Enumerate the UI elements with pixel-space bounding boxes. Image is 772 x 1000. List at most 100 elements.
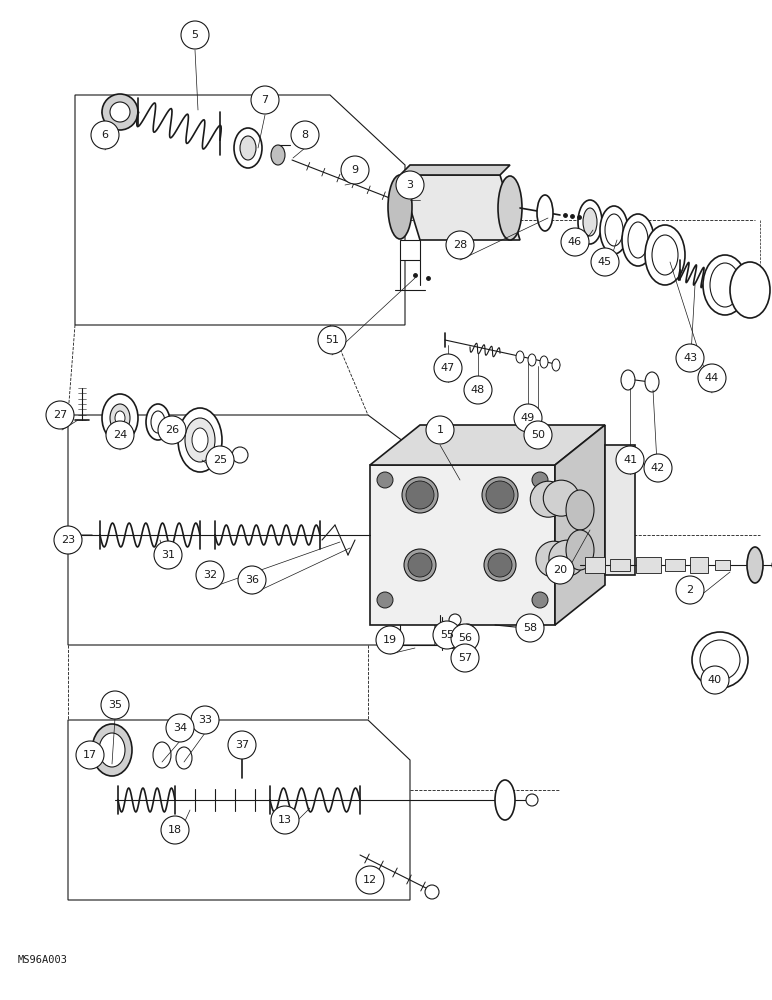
Ellipse shape: [151, 411, 165, 433]
Ellipse shape: [408, 553, 432, 577]
Ellipse shape: [464, 376, 492, 404]
Ellipse shape: [462, 624, 474, 636]
Ellipse shape: [552, 359, 560, 371]
Ellipse shape: [692, 632, 748, 688]
Ellipse shape: [377, 592, 393, 608]
Text: 17: 17: [83, 750, 97, 760]
Polygon shape: [68, 720, 410, 900]
Ellipse shape: [166, 714, 194, 742]
Ellipse shape: [106, 421, 134, 449]
Polygon shape: [585, 557, 605, 573]
Text: 6: 6: [101, 130, 109, 140]
Text: 33: 33: [198, 715, 212, 725]
Ellipse shape: [406, 481, 434, 509]
Ellipse shape: [645, 372, 659, 392]
Ellipse shape: [536, 541, 572, 577]
Ellipse shape: [591, 248, 619, 276]
Ellipse shape: [102, 94, 138, 130]
Ellipse shape: [514, 404, 542, 432]
Ellipse shape: [523, 618, 537, 638]
Ellipse shape: [146, 404, 170, 440]
Ellipse shape: [110, 404, 130, 432]
Ellipse shape: [271, 806, 299, 834]
Ellipse shape: [388, 175, 412, 239]
Ellipse shape: [176, 747, 192, 769]
Polygon shape: [715, 560, 730, 570]
Text: 45: 45: [598, 257, 612, 267]
Text: 36: 36: [245, 575, 259, 585]
Ellipse shape: [549, 540, 585, 576]
Text: 37: 37: [235, 740, 249, 750]
Ellipse shape: [622, 214, 654, 266]
Ellipse shape: [546, 556, 574, 584]
Ellipse shape: [488, 553, 512, 577]
Text: 13: 13: [278, 815, 292, 825]
Text: 47: 47: [441, 363, 455, 373]
Ellipse shape: [433, 621, 461, 649]
Ellipse shape: [616, 446, 644, 474]
Ellipse shape: [92, 724, 132, 776]
Ellipse shape: [703, 255, 747, 315]
Ellipse shape: [404, 549, 436, 581]
Ellipse shape: [526, 794, 538, 806]
Ellipse shape: [341, 156, 369, 184]
Ellipse shape: [498, 176, 522, 240]
Ellipse shape: [238, 566, 266, 594]
Ellipse shape: [532, 592, 548, 608]
Ellipse shape: [158, 416, 186, 444]
Polygon shape: [400, 165, 510, 175]
Text: 20: 20: [553, 565, 567, 575]
Polygon shape: [636, 557, 661, 573]
Text: 27: 27: [52, 410, 67, 420]
Ellipse shape: [115, 411, 125, 425]
Ellipse shape: [185, 418, 215, 462]
Ellipse shape: [530, 481, 567, 517]
Ellipse shape: [578, 200, 602, 244]
Text: 1: 1: [436, 425, 443, 435]
Ellipse shape: [698, 364, 726, 392]
Polygon shape: [370, 425, 605, 465]
Polygon shape: [605, 445, 635, 575]
Ellipse shape: [710, 263, 740, 307]
Text: 55: 55: [440, 630, 454, 640]
Polygon shape: [68, 415, 435, 645]
Ellipse shape: [228, 731, 256, 759]
Ellipse shape: [54, 526, 82, 554]
Ellipse shape: [192, 428, 208, 452]
Ellipse shape: [181, 21, 209, 49]
Text: 5: 5: [191, 30, 198, 40]
Ellipse shape: [318, 326, 346, 354]
Ellipse shape: [540, 356, 548, 368]
Ellipse shape: [566, 490, 594, 530]
Ellipse shape: [356, 866, 384, 894]
Ellipse shape: [700, 640, 740, 680]
Text: 58: 58: [523, 623, 537, 633]
Text: 42: 42: [651, 463, 665, 473]
Ellipse shape: [191, 706, 219, 734]
Polygon shape: [610, 559, 630, 571]
Text: 24: 24: [113, 430, 127, 440]
Ellipse shape: [528, 354, 536, 366]
Ellipse shape: [396, 171, 424, 199]
Ellipse shape: [583, 208, 597, 236]
Ellipse shape: [101, 691, 129, 719]
Ellipse shape: [425, 885, 439, 899]
Ellipse shape: [628, 222, 648, 258]
Ellipse shape: [532, 472, 548, 488]
Ellipse shape: [271, 145, 285, 165]
Text: 31: 31: [161, 550, 175, 560]
Text: 25: 25: [213, 455, 227, 465]
Ellipse shape: [178, 408, 222, 472]
Text: 23: 23: [61, 535, 75, 545]
Ellipse shape: [196, 561, 224, 589]
Ellipse shape: [234, 128, 262, 168]
Ellipse shape: [495, 780, 515, 820]
Ellipse shape: [605, 214, 623, 246]
Text: 40: 40: [708, 675, 722, 685]
Ellipse shape: [451, 624, 479, 652]
Text: MS96A003: MS96A003: [18, 955, 68, 965]
Ellipse shape: [516, 614, 544, 642]
Ellipse shape: [524, 421, 552, 449]
Text: 26: 26: [165, 425, 179, 435]
Text: 7: 7: [262, 95, 269, 105]
